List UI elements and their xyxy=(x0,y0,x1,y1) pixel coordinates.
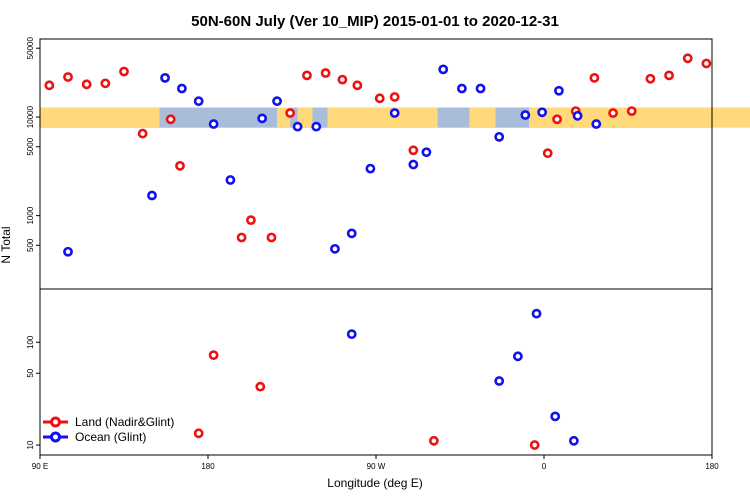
land-point xyxy=(352,80,363,91)
map-land xyxy=(529,107,750,128)
ocean-point xyxy=(225,175,236,185)
chart-title: 50N-60N July (Ver 10_MIP) 2015-01-01 to … xyxy=(191,13,559,30)
ocean-point xyxy=(438,64,449,75)
ocean-point xyxy=(63,246,73,257)
land-point xyxy=(208,350,219,361)
map-land xyxy=(469,107,496,128)
ocean-point xyxy=(591,119,602,129)
y-tick-label: 5000 xyxy=(26,137,35,155)
map-land xyxy=(327,107,438,128)
x-axis: 90 E 180 90 W 0 180 xyxy=(32,455,719,471)
ocean-point xyxy=(208,119,219,129)
land-point xyxy=(236,232,247,243)
legend-ocean-label: Ocean (Glint) xyxy=(75,430,146,444)
land-point xyxy=(542,148,553,159)
land-point xyxy=(701,58,712,69)
ocean-point xyxy=(346,329,357,340)
ocean-point xyxy=(572,110,583,121)
ocean-point xyxy=(494,376,505,386)
land-point xyxy=(100,78,111,89)
y-tick-label: 100 xyxy=(26,335,35,349)
land-point xyxy=(137,128,148,139)
land-point xyxy=(626,106,637,116)
land-point xyxy=(63,72,73,82)
land-point xyxy=(608,108,618,118)
land-point xyxy=(408,145,419,156)
y-tick-label: 50000 xyxy=(26,37,35,60)
x-tick-label: 90 W xyxy=(367,462,386,471)
ocean-point xyxy=(512,351,523,362)
y-axis-upper: 500 1000 5000 10000 50000 xyxy=(26,37,40,252)
ocean-point xyxy=(475,83,486,94)
land-point xyxy=(428,435,439,446)
ocean-point xyxy=(147,190,157,201)
land-point xyxy=(193,428,204,439)
ocean-point xyxy=(365,163,376,174)
legend-ocean-marker xyxy=(50,431,61,443)
land-point xyxy=(44,80,55,91)
y-tick-label: 1000 xyxy=(26,206,35,224)
ocean-point xyxy=(330,243,340,254)
ocean-point xyxy=(311,121,322,132)
land-point xyxy=(645,73,656,84)
x-tick-label: 90 E xyxy=(32,462,48,471)
land-point xyxy=(246,215,256,226)
land-point xyxy=(119,66,129,77)
ocean-point xyxy=(537,107,548,118)
ocean-point xyxy=(494,131,505,142)
land-point xyxy=(682,53,693,64)
ocean-point xyxy=(176,83,187,94)
ocean-point xyxy=(408,159,419,170)
land-point xyxy=(589,72,600,83)
x-tick-label: 0 xyxy=(542,462,547,471)
land-point xyxy=(302,70,312,81)
land-point xyxy=(529,440,540,450)
land-point xyxy=(389,92,400,102)
ocean-point xyxy=(272,96,282,107)
ocean-point xyxy=(554,85,564,96)
ocean-point xyxy=(389,108,400,118)
points-lower xyxy=(193,308,579,450)
x-tick-label: 180 xyxy=(705,462,719,471)
ocean-point xyxy=(193,96,204,107)
land-point xyxy=(664,70,674,81)
y-tick-label: 10000 xyxy=(26,105,35,128)
ocean-point xyxy=(257,113,268,124)
land-point xyxy=(337,74,348,85)
ocean-point xyxy=(292,121,303,132)
x-axis-title: Longitude (deg E) xyxy=(327,476,422,490)
ocean-point xyxy=(421,147,432,158)
x-tick-label: 180 xyxy=(201,462,215,471)
legend: Land (Nadir&Glint) Ocean (Glint) xyxy=(43,415,174,444)
land-point xyxy=(552,114,562,125)
map-land xyxy=(40,107,160,128)
land-point xyxy=(320,68,331,78)
land-point xyxy=(285,108,296,118)
y-axis-title: N Total xyxy=(0,226,13,263)
land-point xyxy=(255,381,266,392)
points-upper xyxy=(44,53,712,257)
ocean-point xyxy=(531,308,542,319)
ocean-point xyxy=(520,110,531,120)
legend-land-label: Land (Nadir&Glint) xyxy=(75,415,174,429)
legend-land-marker xyxy=(50,416,61,428)
ocean-point xyxy=(346,228,357,239)
y-tick-label: 50 xyxy=(26,368,35,377)
ocean-point xyxy=(160,72,170,83)
land-point xyxy=(266,232,277,243)
land-point xyxy=(165,114,176,125)
map-band xyxy=(40,107,750,128)
map-land xyxy=(297,107,313,128)
land-point xyxy=(175,160,185,171)
ocean-point xyxy=(568,435,579,446)
ocean-point xyxy=(456,83,467,94)
land-point xyxy=(374,93,385,104)
ocean-point xyxy=(550,411,561,422)
y-axis-lower: 10 50 100 xyxy=(26,335,40,449)
y-tick-label: 10 xyxy=(26,440,35,449)
land-point xyxy=(81,79,92,90)
y-tick-label: 500 xyxy=(26,238,35,252)
